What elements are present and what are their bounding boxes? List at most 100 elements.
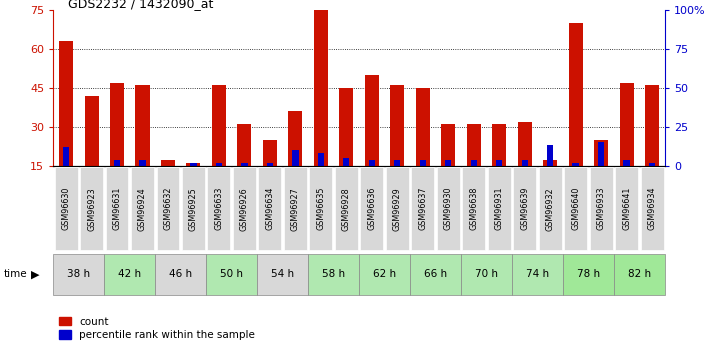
Text: 66 h: 66 h [424,269,447,279]
Bar [365,75,379,166]
FancyBboxPatch shape [411,167,434,250]
Bar [394,160,400,166]
FancyBboxPatch shape [359,254,410,295]
Bar [624,160,630,166]
FancyBboxPatch shape [564,167,587,250]
Bar [521,160,528,166]
Text: GSM96923: GSM96923 [87,187,96,230]
Bar [267,163,273,166]
FancyBboxPatch shape [360,167,383,250]
FancyBboxPatch shape [105,254,155,295]
Text: GSM96925: GSM96925 [189,187,198,230]
FancyBboxPatch shape [461,254,512,295]
Bar [343,158,350,166]
Text: 70 h: 70 h [475,269,498,279]
Text: GSM96641: GSM96641 [622,187,631,230]
FancyBboxPatch shape [513,167,536,250]
Bar [114,160,120,166]
FancyBboxPatch shape [258,167,282,250]
Bar [594,140,608,166]
FancyBboxPatch shape [589,167,613,250]
Bar [598,142,604,166]
Text: 58 h: 58 h [322,269,345,279]
Text: GSM96928: GSM96928 [342,187,351,230]
FancyBboxPatch shape [257,254,308,295]
FancyBboxPatch shape [309,167,332,250]
Bar [645,86,659,166]
Text: 42 h: 42 h [118,269,141,279]
Bar [136,86,149,166]
Text: GSM96931: GSM96931 [495,187,503,230]
FancyBboxPatch shape [182,167,205,250]
Text: 50 h: 50 h [220,269,243,279]
Text: GSM96635: GSM96635 [316,187,326,230]
Bar [186,163,201,166]
FancyBboxPatch shape [488,167,510,250]
Bar [241,163,247,166]
Text: 38 h: 38 h [68,269,90,279]
FancyBboxPatch shape [437,167,460,250]
Text: 82 h: 82 h [628,269,651,279]
Bar [339,88,353,166]
Bar [110,83,124,166]
Text: GSM96638: GSM96638 [469,187,479,230]
FancyBboxPatch shape [53,254,105,295]
Bar [471,160,477,166]
Text: GSM96933: GSM96933 [597,187,606,230]
Text: 74 h: 74 h [526,269,549,279]
Bar [139,160,146,166]
Bar [496,160,503,166]
FancyBboxPatch shape [641,167,663,250]
Bar [318,152,324,166]
Text: GSM96926: GSM96926 [240,187,249,230]
Bar [569,23,582,166]
Bar [85,96,99,166]
Text: GSM96633: GSM96633 [215,187,223,230]
Text: 62 h: 62 h [373,269,396,279]
Bar [619,83,634,166]
Bar [649,163,656,166]
Text: GSM96934: GSM96934 [648,187,656,230]
Bar [445,160,451,166]
FancyBboxPatch shape [410,254,461,295]
Text: GSM96632: GSM96632 [164,187,173,230]
FancyBboxPatch shape [208,167,230,250]
FancyBboxPatch shape [131,167,154,250]
FancyBboxPatch shape [614,254,665,295]
FancyBboxPatch shape [284,167,307,250]
Bar [161,160,175,166]
Text: GSM96636: GSM96636 [368,187,376,230]
Text: ▶: ▶ [31,269,39,279]
Bar [215,163,222,166]
Text: GSM96637: GSM96637 [418,187,427,230]
FancyBboxPatch shape [155,254,206,295]
FancyBboxPatch shape [386,167,409,250]
FancyBboxPatch shape [80,167,103,250]
Text: 46 h: 46 h [169,269,192,279]
Bar [390,86,405,166]
Bar [518,122,532,166]
Bar [191,163,197,166]
FancyBboxPatch shape [156,167,179,250]
Bar [416,88,429,166]
Text: GSM96932: GSM96932 [545,187,555,230]
Text: GSM96640: GSM96640 [571,187,580,230]
Text: time: time [4,269,27,279]
Text: GSM96930: GSM96930 [444,187,453,230]
FancyBboxPatch shape [233,167,256,250]
Bar [212,86,226,166]
Bar [289,111,302,166]
FancyBboxPatch shape [615,167,638,250]
Bar [368,160,375,166]
Text: GSM96929: GSM96929 [392,187,402,230]
Bar [466,124,481,166]
Bar [314,10,328,166]
Text: GSM96634: GSM96634 [265,187,274,230]
Bar [492,124,506,166]
Bar [419,160,426,166]
Text: GDS2232 / 1432090_at: GDS2232 / 1432090_at [68,0,213,10]
Text: 54 h: 54 h [271,269,294,279]
FancyBboxPatch shape [335,167,358,250]
FancyBboxPatch shape [563,254,614,295]
FancyBboxPatch shape [512,254,563,295]
